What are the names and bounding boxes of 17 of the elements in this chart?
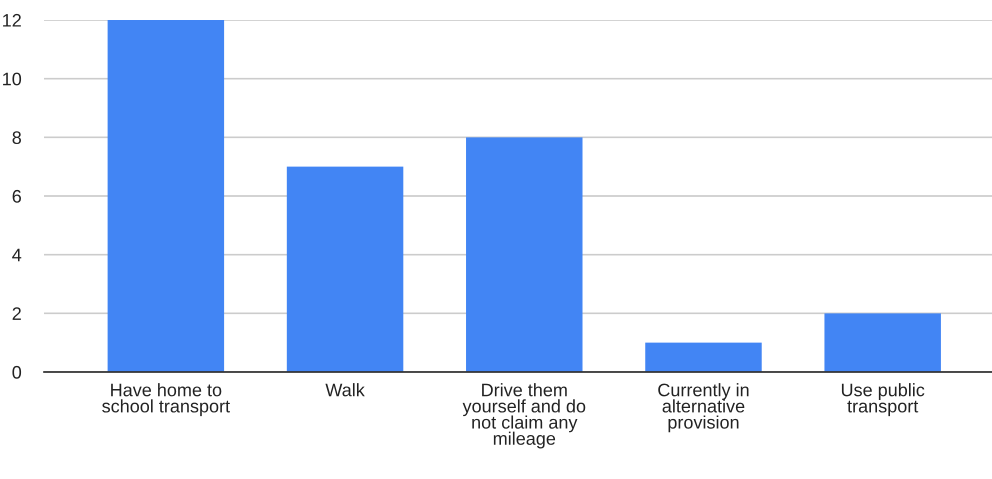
x-tick-label: Use public transport [842, 383, 924, 416]
y-tick-label: 6 [12, 190, 21, 203]
bar [108, 20, 224, 372]
x-tick-label: Have home to school transport [102, 383, 230, 416]
x-tick-label: Currently in alternative provision [658, 383, 748, 432]
y-tick-label: 2 [12, 307, 21, 320]
bar [466, 137, 583, 372]
y-tick-label: 4 [12, 248, 22, 262]
y-tick-label: 8 [12, 131, 21, 144]
y-tick-label: 12 [3, 14, 21, 27]
y-tick-label: 10 [3, 72, 22, 86]
y-tick-label: 0 [12, 366, 22, 379]
bar [645, 342, 762, 372]
bar [824, 313, 941, 372]
x-tick-label: Walk [325, 383, 365, 396]
x-tick-label: Drive them yourself and do not claim any mileage [462, 383, 586, 448]
bar [286, 166, 404, 372]
